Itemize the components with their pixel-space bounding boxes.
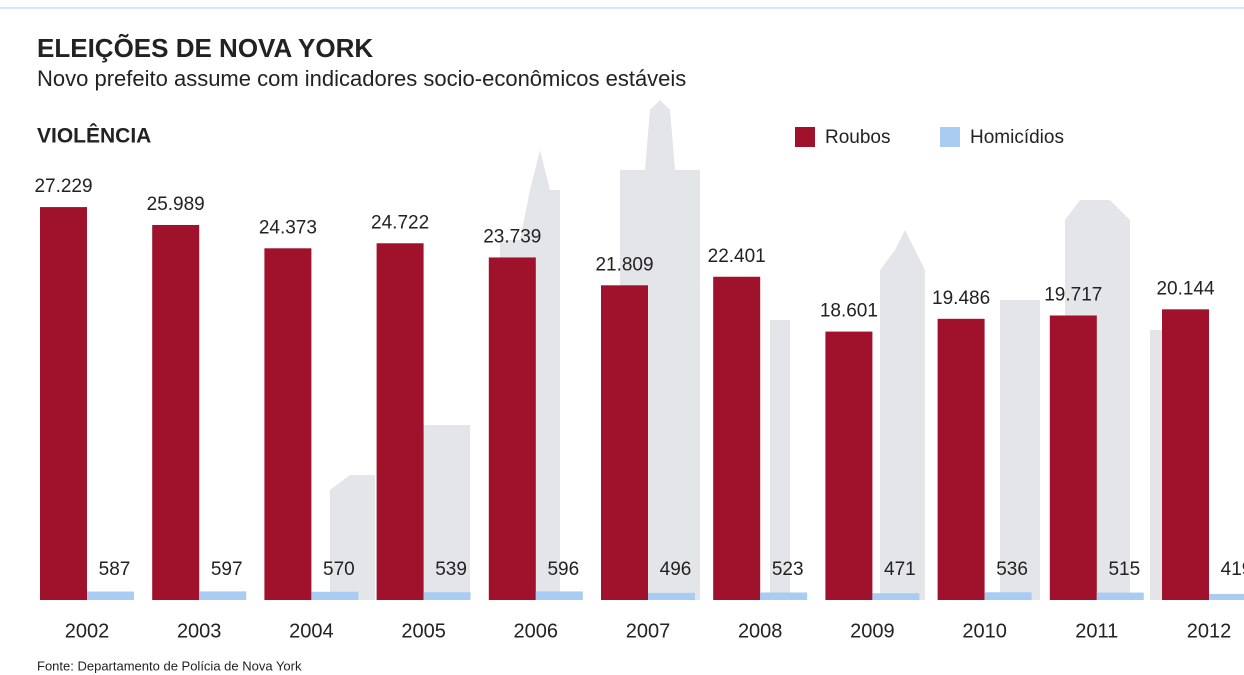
bar xyxy=(872,593,920,600)
data-label: 27.229 xyxy=(34,176,92,197)
data-label: 536 xyxy=(996,559,1028,580)
data-label: 19.486 xyxy=(932,288,990,309)
x-tick-label: 2008 xyxy=(738,620,783,642)
legend-swatch xyxy=(940,127,960,147)
legend-swatch xyxy=(795,127,815,147)
bar xyxy=(825,331,873,600)
x-tick-label: 2012 xyxy=(1187,620,1232,642)
bar xyxy=(423,592,471,600)
data-label: 18.601 xyxy=(820,301,878,322)
x-tick-label: 2002 xyxy=(65,620,110,642)
data-label: 587 xyxy=(99,559,131,580)
legend-label: Roubos xyxy=(825,127,891,148)
bar xyxy=(760,592,808,600)
bar xyxy=(1162,309,1209,600)
bar xyxy=(199,591,247,600)
bar xyxy=(984,592,1032,600)
title: ELEIÇÕES DE NOVA YORK xyxy=(37,33,373,63)
bar xyxy=(713,276,761,600)
x-tick-label: 2011 xyxy=(1075,620,1118,642)
bar xyxy=(1049,315,1097,600)
bar xyxy=(311,591,359,600)
subtitle: Novo prefeito assume com indicadores soc… xyxy=(37,66,686,91)
bar xyxy=(376,243,424,600)
data-label: 23.739 xyxy=(483,226,541,247)
bar xyxy=(152,224,200,600)
data-label: 22.401 xyxy=(708,246,766,267)
data-label: 496 xyxy=(660,559,692,580)
data-label: 523 xyxy=(772,559,804,580)
data-label: 20.144 xyxy=(1156,278,1215,299)
data-label: 24.373 xyxy=(259,217,317,238)
data-label: 596 xyxy=(547,559,579,580)
bar xyxy=(601,285,648,600)
legend-label: Homicídios xyxy=(970,127,1064,148)
x-tick-label: 2009 xyxy=(850,620,895,642)
source: Fonte: Departamento de Polícia de Nova Y… xyxy=(37,658,302,673)
data-label: 25.989 xyxy=(147,194,205,215)
section-label: VIOLÊNCIA xyxy=(37,124,151,148)
bar xyxy=(648,592,695,600)
bar xyxy=(937,318,985,600)
data-label: 419 xyxy=(1221,559,1244,580)
bar xyxy=(1209,593,1244,600)
data-label: 21.809 xyxy=(595,254,653,275)
x-tick-label: 2010 xyxy=(962,620,1007,642)
x-tick-label: 2007 xyxy=(626,620,671,642)
data-label: 570 xyxy=(323,559,355,580)
x-tick-label: 2003 xyxy=(177,620,222,642)
x-tick-label: 2004 xyxy=(289,620,334,642)
data-label: 24.722 xyxy=(371,212,429,233)
bar xyxy=(1096,592,1144,600)
bar xyxy=(264,248,312,600)
x-tick-label: 2006 xyxy=(514,620,559,642)
bar xyxy=(87,591,134,600)
x-tick-label: 2005 xyxy=(401,620,446,642)
data-label: 515 xyxy=(1108,559,1140,580)
data-label: 539 xyxy=(435,559,467,580)
bar xyxy=(40,207,87,601)
data-label: 597 xyxy=(211,559,243,580)
data-label: 19.717 xyxy=(1044,284,1102,305)
bar xyxy=(488,257,536,600)
bar xyxy=(535,591,583,600)
data-label: 471 xyxy=(884,559,916,580)
